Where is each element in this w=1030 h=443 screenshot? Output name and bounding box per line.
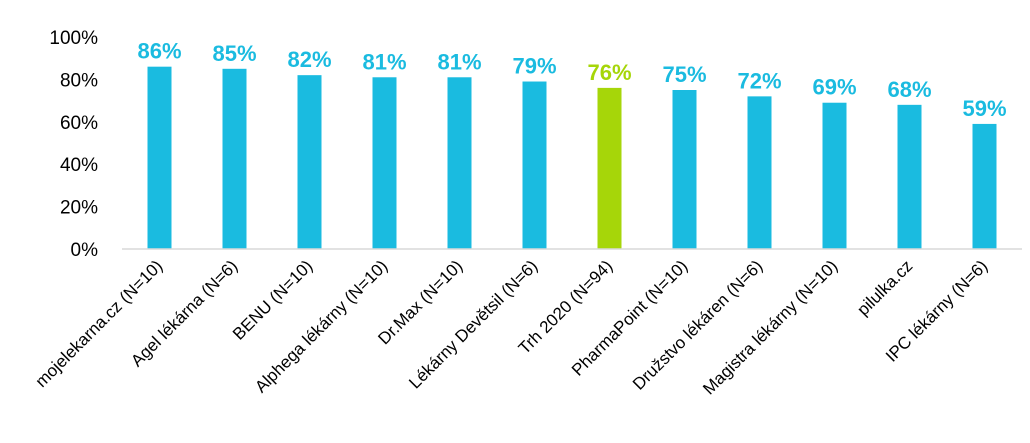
category-label: pilulka.cz: [853, 256, 916, 319]
bar: [822, 102, 847, 249]
category-label: mojelekarna.cz (N=10): [32, 256, 167, 391]
category-labels-group: mojelekarna.cz (N=10)Agel lékárna (N=6)B…: [32, 256, 992, 398]
y-axis-ticks: 0% 20% 40% 60% 80% 100%: [49, 28, 98, 261]
bar: [972, 123, 997, 249]
data-label: 75%: [662, 62, 706, 87]
data-label: 72%: [737, 68, 781, 93]
data-label: 82%: [287, 47, 331, 72]
data-label: 81%: [362, 49, 406, 74]
bar: [447, 77, 472, 249]
y-tick-label: 40%: [60, 155, 98, 176]
bar: [672, 90, 697, 249]
data-label: 85%: [212, 41, 256, 66]
bar: [147, 66, 172, 250]
data-label: 81%: [437, 49, 481, 74]
category-label: Magistra lékárny (N=10): [699, 256, 841, 398]
data-labels-group: 86% 85% 82% 81% 81% 79% 76% 75% 72% 69% 68% 59%: [137, 39, 1006, 121]
y-tick-label: 80%: [60, 70, 98, 91]
data-label: 68%: [887, 77, 931, 102]
category-label: Lékárny Devětsil (N=6): [405, 256, 541, 392]
y-tick-label: 20%: [60, 198, 98, 219]
bar: [522, 81, 547, 250]
bar: [372, 77, 397, 249]
category-label: Alphega lékárny (N=10): [251, 256, 391, 396]
data-label: 76%: [587, 60, 631, 85]
bar: [897, 104, 922, 249]
bars-group: [147, 66, 997, 250]
bar: [297, 75, 322, 249]
data-label: 69%: [812, 75, 856, 100]
data-label: 86%: [137, 39, 181, 64]
y-tick-label: 0%: [71, 240, 99, 261]
y-tick-label: 100%: [49, 28, 98, 49]
data-label: 79%: [512, 54, 556, 79]
bar: [222, 68, 247, 249]
bar-highlighted: [597, 87, 622, 249]
y-tick-label: 60%: [60, 113, 98, 134]
category-label: Družstvo lékáren (N=6): [629, 256, 766, 393]
bar: [747, 96, 772, 249]
data-label: 59%: [962, 96, 1006, 121]
